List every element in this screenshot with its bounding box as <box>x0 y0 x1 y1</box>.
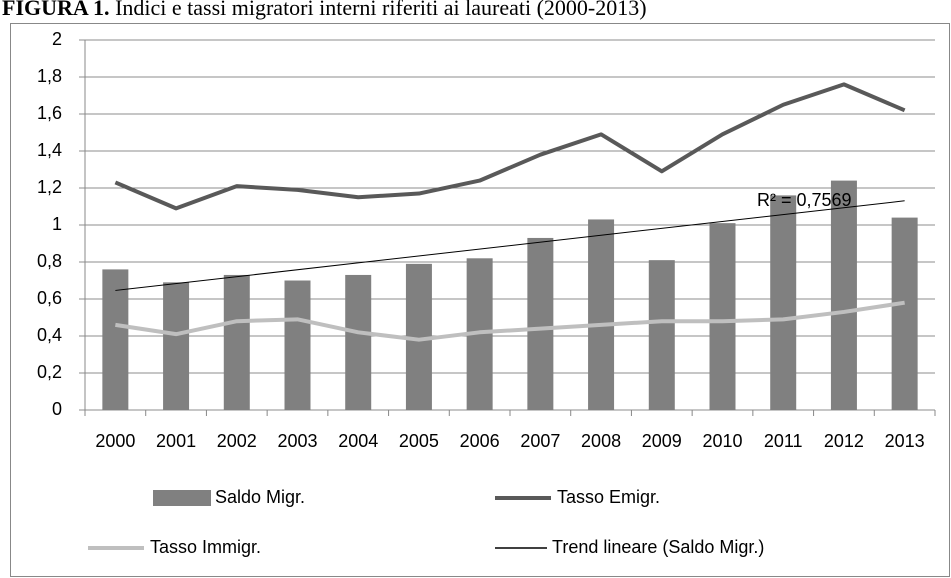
y-tick-label: 1,6 <box>37 103 62 123</box>
x-tick-label: 2013 <box>885 431 925 451</box>
legend-swatch <box>153 490 211 506</box>
legend-label: Tasso Emigr. <box>557 487 660 507</box>
bar <box>648 260 675 410</box>
x-tick-label: 2012 <box>824 431 864 451</box>
x-tick-label: 2000 <box>95 431 135 451</box>
bar <box>830 180 857 410</box>
legend-label: Tasso Immigr. <box>150 537 261 557</box>
title-label: FIGURA 1. <box>2 0 110 20</box>
y-tick-label: 0,8 <box>37 251 62 271</box>
chart-title: FIGURA 1. Indici e tassi migratori inter… <box>2 0 647 20</box>
x-tick-label: 2003 <box>277 431 317 451</box>
y-tick-label: 2 <box>52 29 62 49</box>
line <box>114 82 906 211</box>
y-tick-label: 1,2 <box>37 177 62 197</box>
x-tick-label: 2001 <box>156 431 196 451</box>
title-text: Indici e tassi migratori interni riferit… <box>115 0 647 20</box>
x-tick-label: 2009 <box>642 431 682 451</box>
bar <box>223 274 250 410</box>
y-tick-label: 0,2 <box>37 362 62 382</box>
x-tick-label: 2004 <box>338 431 378 451</box>
bar <box>345 274 372 410</box>
x-tick-label: 2005 <box>399 431 439 451</box>
bar <box>891 217 918 410</box>
x-tick-label: 2002 <box>217 431 257 451</box>
x-tick-label: 2011 <box>764 431 803 451</box>
bar <box>163 282 190 410</box>
legend-label: Saldo Migr. <box>215 487 305 507</box>
x-tick-label: 2006 <box>460 431 500 451</box>
x-tick-label: 2010 <box>702 431 742 451</box>
bar <box>770 195 797 410</box>
y-tick-label: 1 <box>52 214 62 234</box>
x-tick-label: 2007 <box>520 431 560 451</box>
y-tick-label: 1,8 <box>37 66 62 86</box>
y-tick-label: 0,4 <box>37 325 62 345</box>
y-tick-label: 0,6 <box>37 288 62 308</box>
bar <box>588 219 615 410</box>
y-tick-label: 0 <box>52 399 62 419</box>
line <box>115 300 905 342</box>
bar <box>284 280 311 410</box>
legend-label: Trend lineare (Saldo Migr.) <box>552 537 764 557</box>
bar <box>527 237 554 410</box>
trend-line <box>115 200 905 291</box>
bar <box>709 223 736 410</box>
y-tick-label: 1,4 <box>37 140 62 160</box>
trend-annotation: R² = 0,7569 <box>757 190 852 210</box>
bar <box>102 269 129 410</box>
x-tick-label: 2008 <box>581 431 621 451</box>
